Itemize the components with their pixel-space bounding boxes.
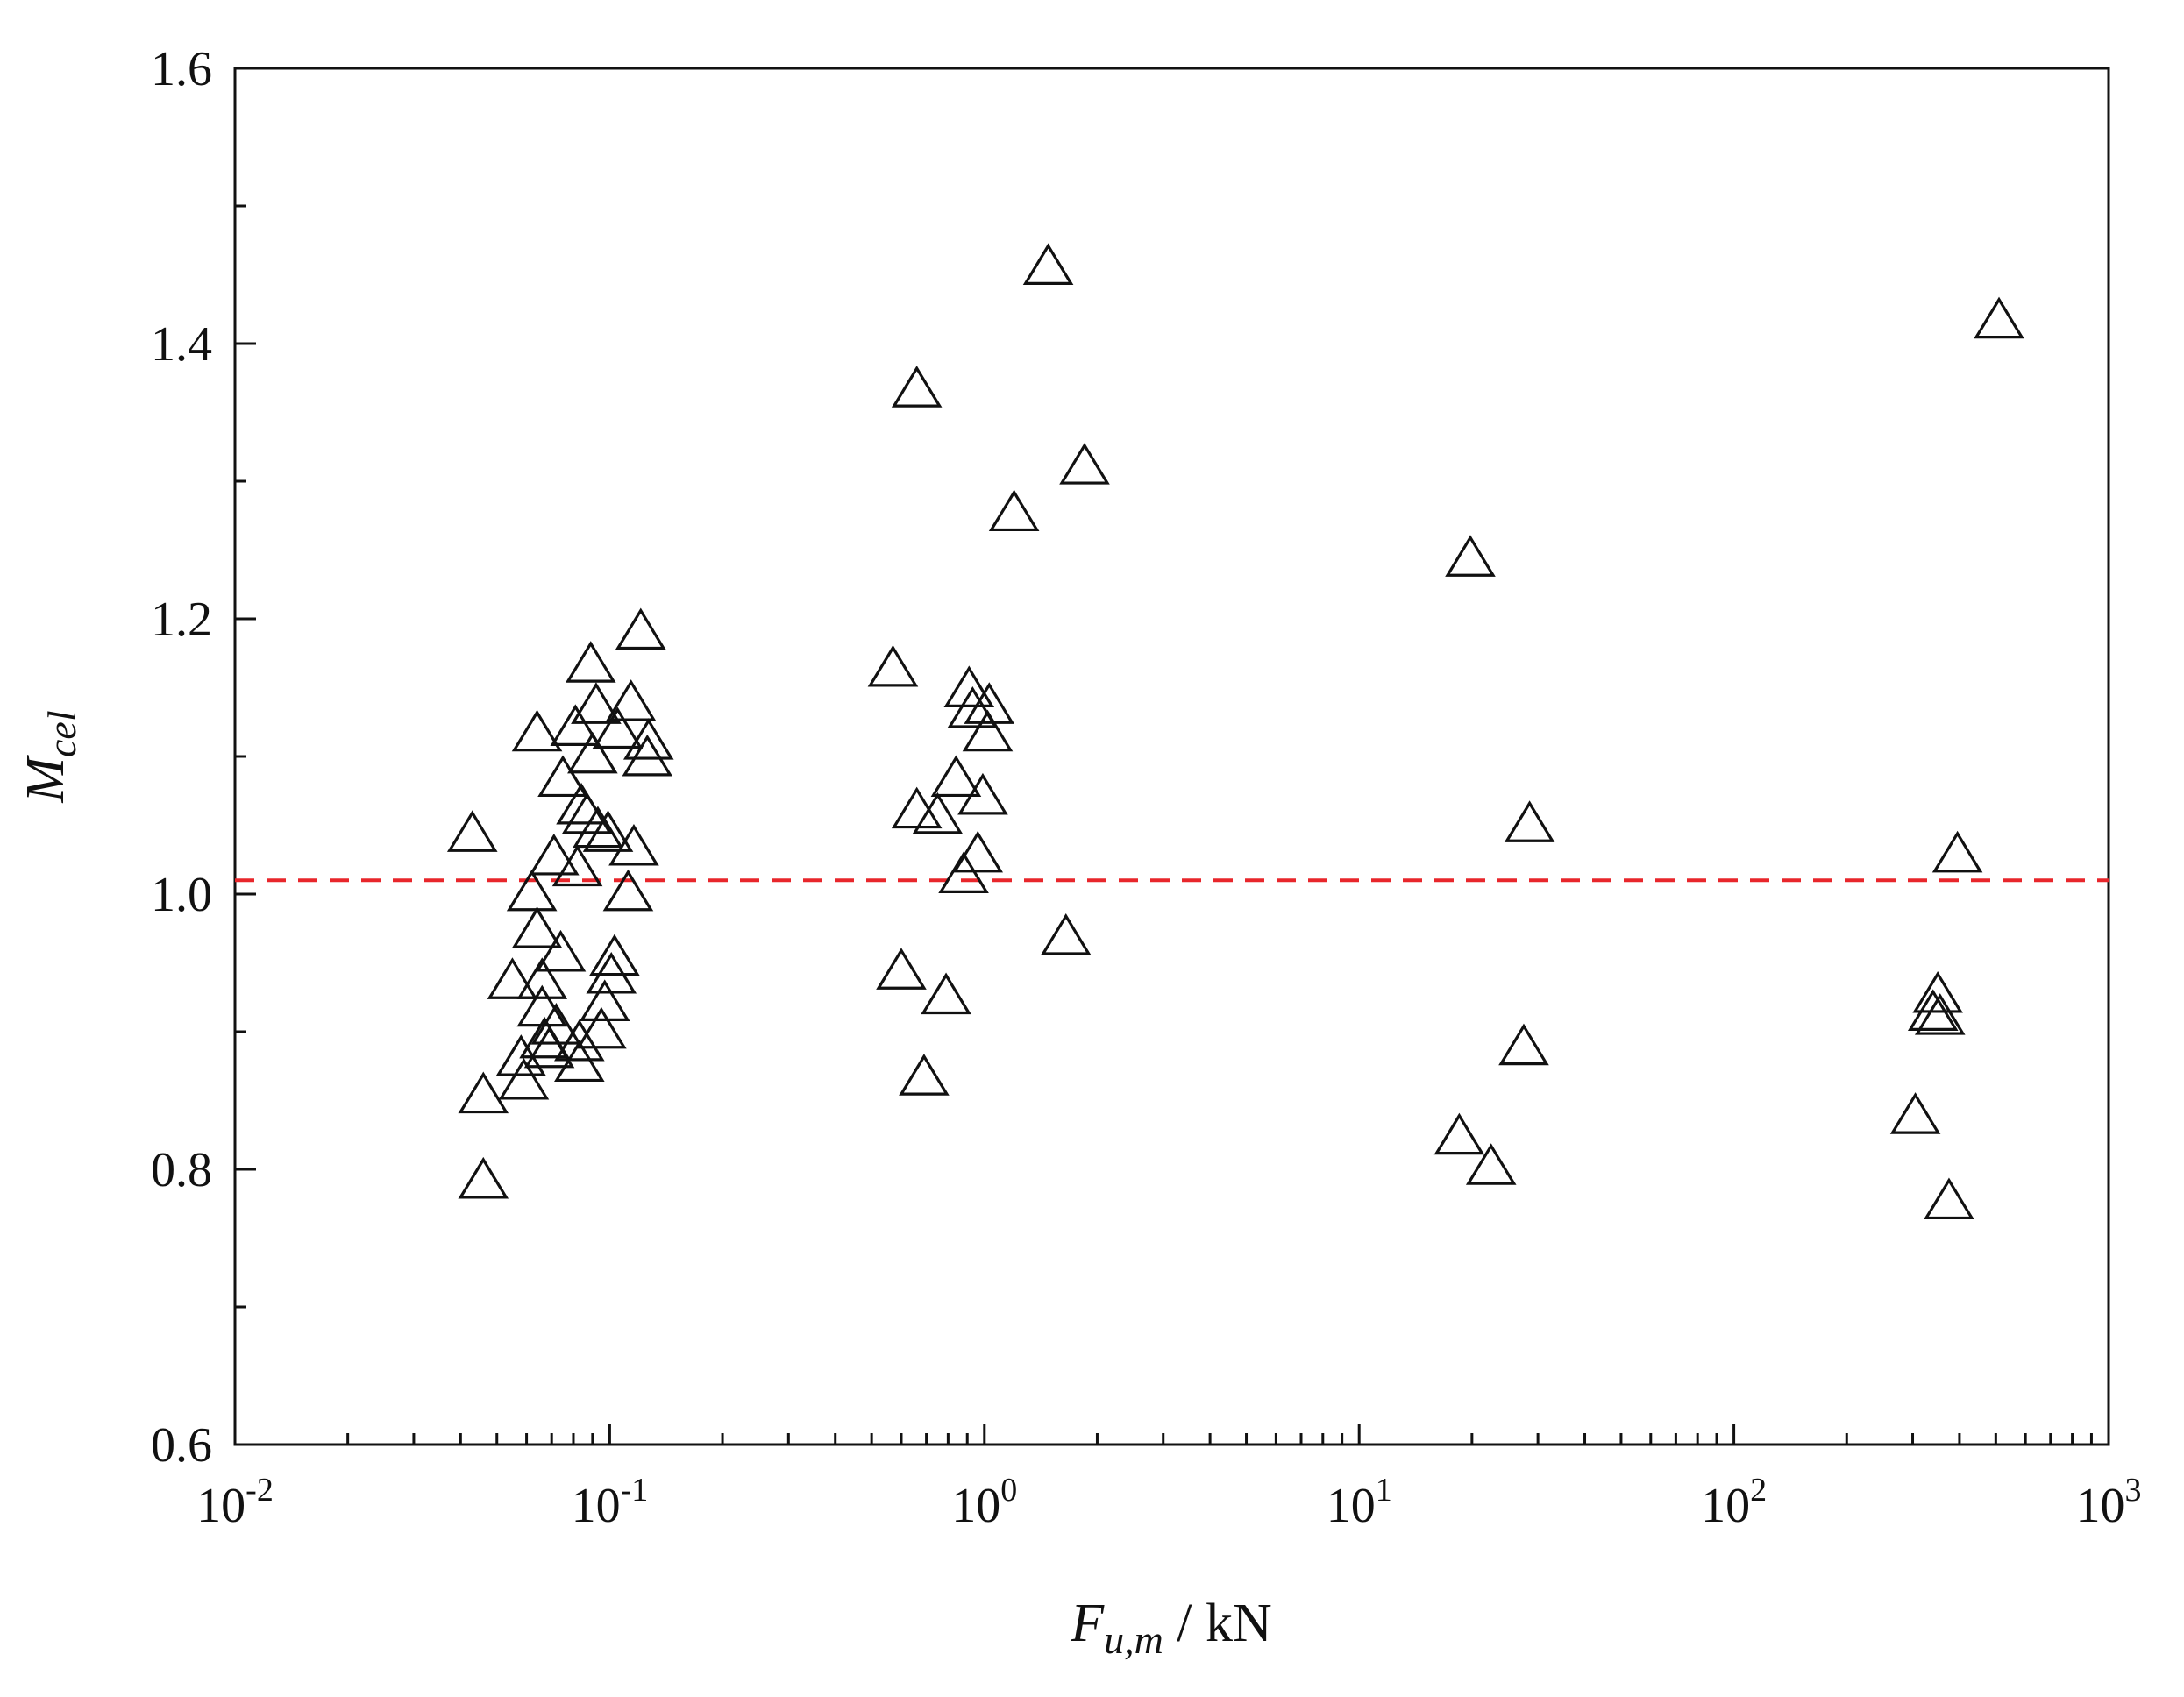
data-point [930, 755, 982, 798]
data-point [899, 1054, 950, 1096]
x-tick-exponent: -2 [245, 1472, 274, 1509]
x-tick-exponent: 2 [1750, 1472, 1767, 1509]
data-point [1889, 1092, 1941, 1134]
data-point [529, 833, 580, 876]
data-point [608, 823, 659, 866]
data-point [523, 1026, 575, 1069]
data-point [605, 679, 657, 721]
y-tick-label: 1.6 [151, 42, 212, 96]
data-point [511, 906, 563, 948]
data-point [579, 979, 630, 1021]
x-tick-exponent: -1 [621, 1472, 649, 1509]
data-points [446, 243, 2024, 1220]
y-tick-label: 0.8 [151, 1143, 212, 1197]
x-tick-base: 10 [572, 1479, 621, 1533]
y-tick-label: 1.0 [151, 868, 212, 922]
y-axis-ticks: 0.6 0.8 1.0 1.2 1.4 1.6 [151, 42, 256, 1473]
data-point [1433, 1112, 1485, 1155]
data-point [458, 1156, 509, 1199]
data-point [912, 792, 964, 834]
data-point [1022, 243, 1074, 286]
x-tick-base: 10 [1327, 1479, 1376, 1533]
data-point [530, 1003, 582, 1045]
data-point [891, 366, 943, 408]
data-point [938, 851, 989, 893]
data-point [565, 641, 616, 683]
data-point [571, 682, 622, 724]
data-point [1914, 993, 1966, 1035]
data-point [551, 844, 603, 887]
y-axis-title: Mcel [16, 710, 84, 803]
data-point [1040, 913, 1092, 955]
data-point [446, 810, 498, 852]
x-tick-label: 10-1 [572, 1472, 649, 1533]
data-point [957, 772, 1008, 815]
data-point [1931, 830, 1983, 873]
x-tick-label: 10-2 [196, 1472, 274, 1533]
x-axis-title: Fu,m / kN [1070, 1594, 1272, 1662]
x-axis-title-unit: / kN [1163, 1594, 1272, 1653]
x-axis-ticks: 10-2 10-1 100 101 102 103 [196, 1424, 2142, 1533]
data-point [947, 685, 999, 728]
data-point [506, 869, 558, 912]
x-axis-title-main: F [1070, 1594, 1105, 1653]
x-tick-exponent: 0 [1000, 1472, 1017, 1509]
data-point [921, 972, 971, 1015]
data-point [487, 957, 538, 999]
data-point [867, 644, 919, 687]
data-point [535, 929, 587, 972]
x-tick-exponent: 1 [1376, 1472, 1392, 1509]
x-tick-base: 10 [196, 1479, 245, 1533]
data-point [615, 607, 666, 650]
data-point [567, 731, 618, 774]
data-point [1504, 800, 1555, 842]
data-point [1912, 970, 1963, 1013]
x-tick-label: 103 [2076, 1472, 2142, 1533]
data-point [622, 734, 673, 777]
data-point [988, 489, 1040, 532]
y-axis-title-main: M [16, 755, 75, 804]
y-axis-title-sub: cel [39, 710, 84, 757]
data-point [876, 948, 927, 990]
data-point [964, 682, 1015, 724]
data-point [554, 1019, 605, 1062]
data-point [561, 792, 613, 834]
data-point [582, 810, 634, 852]
data-point [962, 709, 1014, 752]
data-point [550, 704, 601, 746]
data-point [458, 1071, 509, 1114]
data-point [1465, 1143, 1517, 1185]
data-point [592, 706, 644, 749]
x-tick-label: 100 [951, 1472, 1017, 1533]
data-point [1498, 1023, 1549, 1066]
data-point [516, 957, 568, 999]
data-point [498, 1057, 550, 1100]
y-tick-label: 1.2 [151, 593, 212, 647]
data-point [1059, 443, 1110, 485]
x-axis-title-sub: u,m [1104, 1617, 1163, 1662]
data-point [589, 934, 640, 976]
data-point [622, 718, 674, 760]
x-tick-exponent: 3 [2125, 1472, 2142, 1509]
data-point [1924, 1177, 1974, 1220]
data-point [537, 755, 588, 798]
data-point [1445, 535, 1496, 577]
data-point [573, 806, 623, 848]
x-tick-base: 10 [1701, 1479, 1750, 1533]
y-tick-label: 0.6 [151, 1418, 212, 1473]
data-point [576, 1006, 627, 1049]
data-point [554, 1040, 605, 1083]
x-tick-label: 102 [1701, 1472, 1767, 1533]
data-point [1974, 296, 2024, 339]
y-tick-label: 1.4 [151, 317, 212, 372]
data-point [943, 665, 995, 708]
x-tick-base: 10 [951, 1479, 1000, 1533]
data-point [602, 869, 654, 912]
data-point [952, 830, 1004, 873]
x-tick-label: 101 [1327, 1472, 1392, 1533]
x-tick-base: 10 [2076, 1479, 2125, 1533]
plot-area-frame [233, 67, 2110, 1446]
data-point [511, 709, 563, 752]
